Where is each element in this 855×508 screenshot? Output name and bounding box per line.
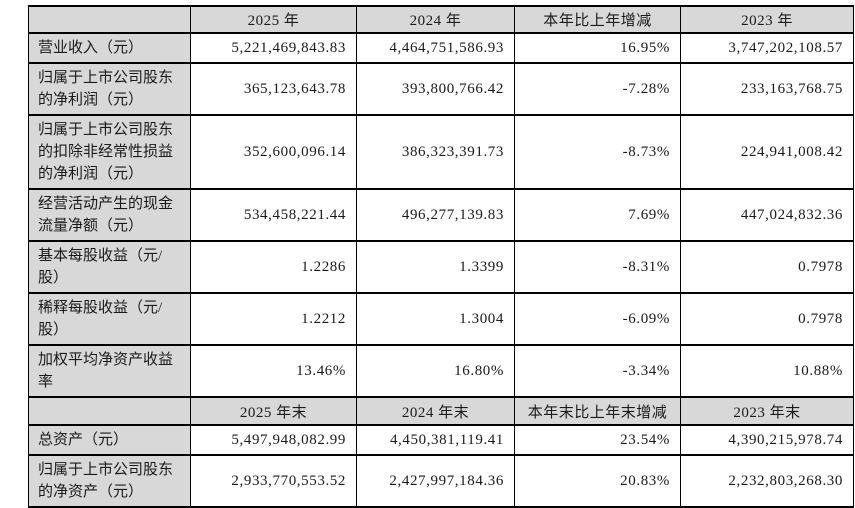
cell-value-2024: 16.80% xyxy=(356,344,515,398)
financial-summary-table: 2025 年 2024 年 本年比上年增减 2023 年 营业收入（元） 5,2… xyxy=(28,5,854,508)
row-operating-revenue: 营业收入（元） 5,221,469,843.83 4,464,751,586.9… xyxy=(28,32,854,64)
col-header-yoy-change: 本年比上年增减 xyxy=(514,5,681,34)
row-total-assets: 总资产（元） 5,497,948,082.99 4,450,381,119.41… xyxy=(28,424,854,456)
row-net-profit-deducting-nonrecurring: 归属于上市公司股东的扣除非经常性损益的净利润（元） 352,600,096.14… xyxy=(28,114,854,190)
cell-value-yoy: 16.95% xyxy=(514,32,681,64)
cell-value-2023: 0.7978 xyxy=(680,292,854,346)
cell-value-2024: 393,800,766.42 xyxy=(356,62,515,116)
col-header-blank-2 xyxy=(28,396,191,426)
cell-value-2023: 3,747,202,108.57 xyxy=(680,32,854,64)
row-net-profit-attributable: 归属于上市公司股东的净利润（元） 365,123,643.78 393,800,… xyxy=(28,62,854,116)
col-header-2025-end: 2025 年末 xyxy=(190,396,357,426)
col-header-2025: 2025 年 xyxy=(190,5,357,34)
cell-value-yoy: -8.73% xyxy=(514,114,681,190)
col-header-2023-end: 2023 年末 xyxy=(680,396,854,426)
cell-value-yoy-end: 23.54% xyxy=(514,424,681,456)
cell-value-2024: 4,464,751,586.93 xyxy=(356,32,515,64)
row-label: 基本每股收益（元/股） xyxy=(28,240,191,294)
row-label: 稀释每股收益（元/股） xyxy=(28,292,191,346)
cell-value-2023: 233,163,768.75 xyxy=(680,62,854,116)
cell-value-2024-end: 2,427,997,184.36 xyxy=(356,454,515,508)
col-header-blank xyxy=(28,5,191,34)
cell-value-yoy: -7.28% xyxy=(514,62,681,116)
cell-value-2023: 10.88% xyxy=(680,344,854,398)
cell-value-yoy: -6.09% xyxy=(514,292,681,346)
col-header-yoy-end-change: 本年末比上年末增减 xyxy=(514,396,681,426)
cell-value-2025: 352,600,096.14 xyxy=(190,114,357,190)
cell-value-2023: 447,024,832.36 xyxy=(680,188,854,242)
header-row-period-end: 2025 年末 2024 年末 本年末比上年末增减 2023 年末 xyxy=(28,396,854,426)
cell-value-2025: 13.46% xyxy=(190,344,357,398)
cell-value-2025: 1.2286 xyxy=(190,240,357,294)
financial-summary-table-wrap: 2025 年 2024 年 本年比上年增减 2023 年 营业收入（元） 5,2… xyxy=(28,5,854,508)
row-label: 归属于上市公司股东的扣除非经常性损益的净利润（元） xyxy=(28,114,191,190)
cell-value-2024-end: 4,450,381,119.41 xyxy=(356,424,515,456)
cell-value-2025: 1.2212 xyxy=(190,292,357,346)
row-net-assets-attributable: 归属于上市公司股东的净资产（元） 2,933,770,553.52 2,427,… xyxy=(28,454,854,508)
cell-value-yoy: -8.31% xyxy=(514,240,681,294)
cell-value-2023: 224,941,008.42 xyxy=(680,114,854,190)
cell-value-2025-end: 5,497,948,082.99 xyxy=(190,424,357,456)
header-row-annual: 2025 年 2024 年 本年比上年增减 2023 年 xyxy=(28,5,854,34)
cell-value-2025: 534,458,221.44 xyxy=(190,188,357,242)
col-header-2024: 2024 年 xyxy=(356,5,515,34)
cell-value-2025: 365,123,643.78 xyxy=(190,62,357,116)
row-label: 营业收入（元） xyxy=(28,32,191,64)
cell-value-2024: 1.3399 xyxy=(356,240,515,294)
row-label: 归属于上市公司股东的净利润（元） xyxy=(28,62,191,116)
cell-value-2025: 5,221,469,843.83 xyxy=(190,32,357,64)
cell-value-yoy: -3.34% xyxy=(514,344,681,398)
col-header-2024-end: 2024 年末 xyxy=(356,396,515,426)
cell-value-2024: 496,277,139.83 xyxy=(356,188,515,242)
cell-value-2023: 0.7978 xyxy=(680,240,854,294)
row-basic-eps: 基本每股收益（元/股） 1.2286 1.3399 -8.31% 0.7978 xyxy=(28,240,854,294)
col-header-2023: 2023 年 xyxy=(680,5,854,34)
row-operating-cash-flow: 经营活动产生的现金流量净额（元） 534,458,221.44 496,277,… xyxy=(28,188,854,242)
cell-value-2024: 1.3004 xyxy=(356,292,515,346)
row-label: 加权平均净资产收益率 xyxy=(28,344,191,398)
row-diluted-eps: 稀释每股收益（元/股） 1.2212 1.3004 -6.09% 0.7978 xyxy=(28,292,854,346)
row-label: 归属于上市公司股东的净资产（元） xyxy=(28,454,191,508)
cell-value-yoy-end: 20.83% xyxy=(514,454,681,508)
row-weighted-average-roe: 加权平均净资产收益率 13.46% 16.80% -3.34% 10.88% xyxy=(28,344,854,398)
cell-value-2023-end: 4,390,215,978.74 xyxy=(680,424,854,456)
cell-value-2025-end: 2,933,770,553.52 xyxy=(190,454,357,508)
cell-value-yoy: 7.69% xyxy=(514,188,681,242)
cell-value-2023-end: 2,232,803,268.30 xyxy=(680,454,854,508)
row-label: 经营活动产生的现金流量净额（元） xyxy=(28,188,191,242)
row-label: 总资产（元） xyxy=(28,424,191,456)
cell-value-2024: 386,323,391.73 xyxy=(356,114,515,190)
